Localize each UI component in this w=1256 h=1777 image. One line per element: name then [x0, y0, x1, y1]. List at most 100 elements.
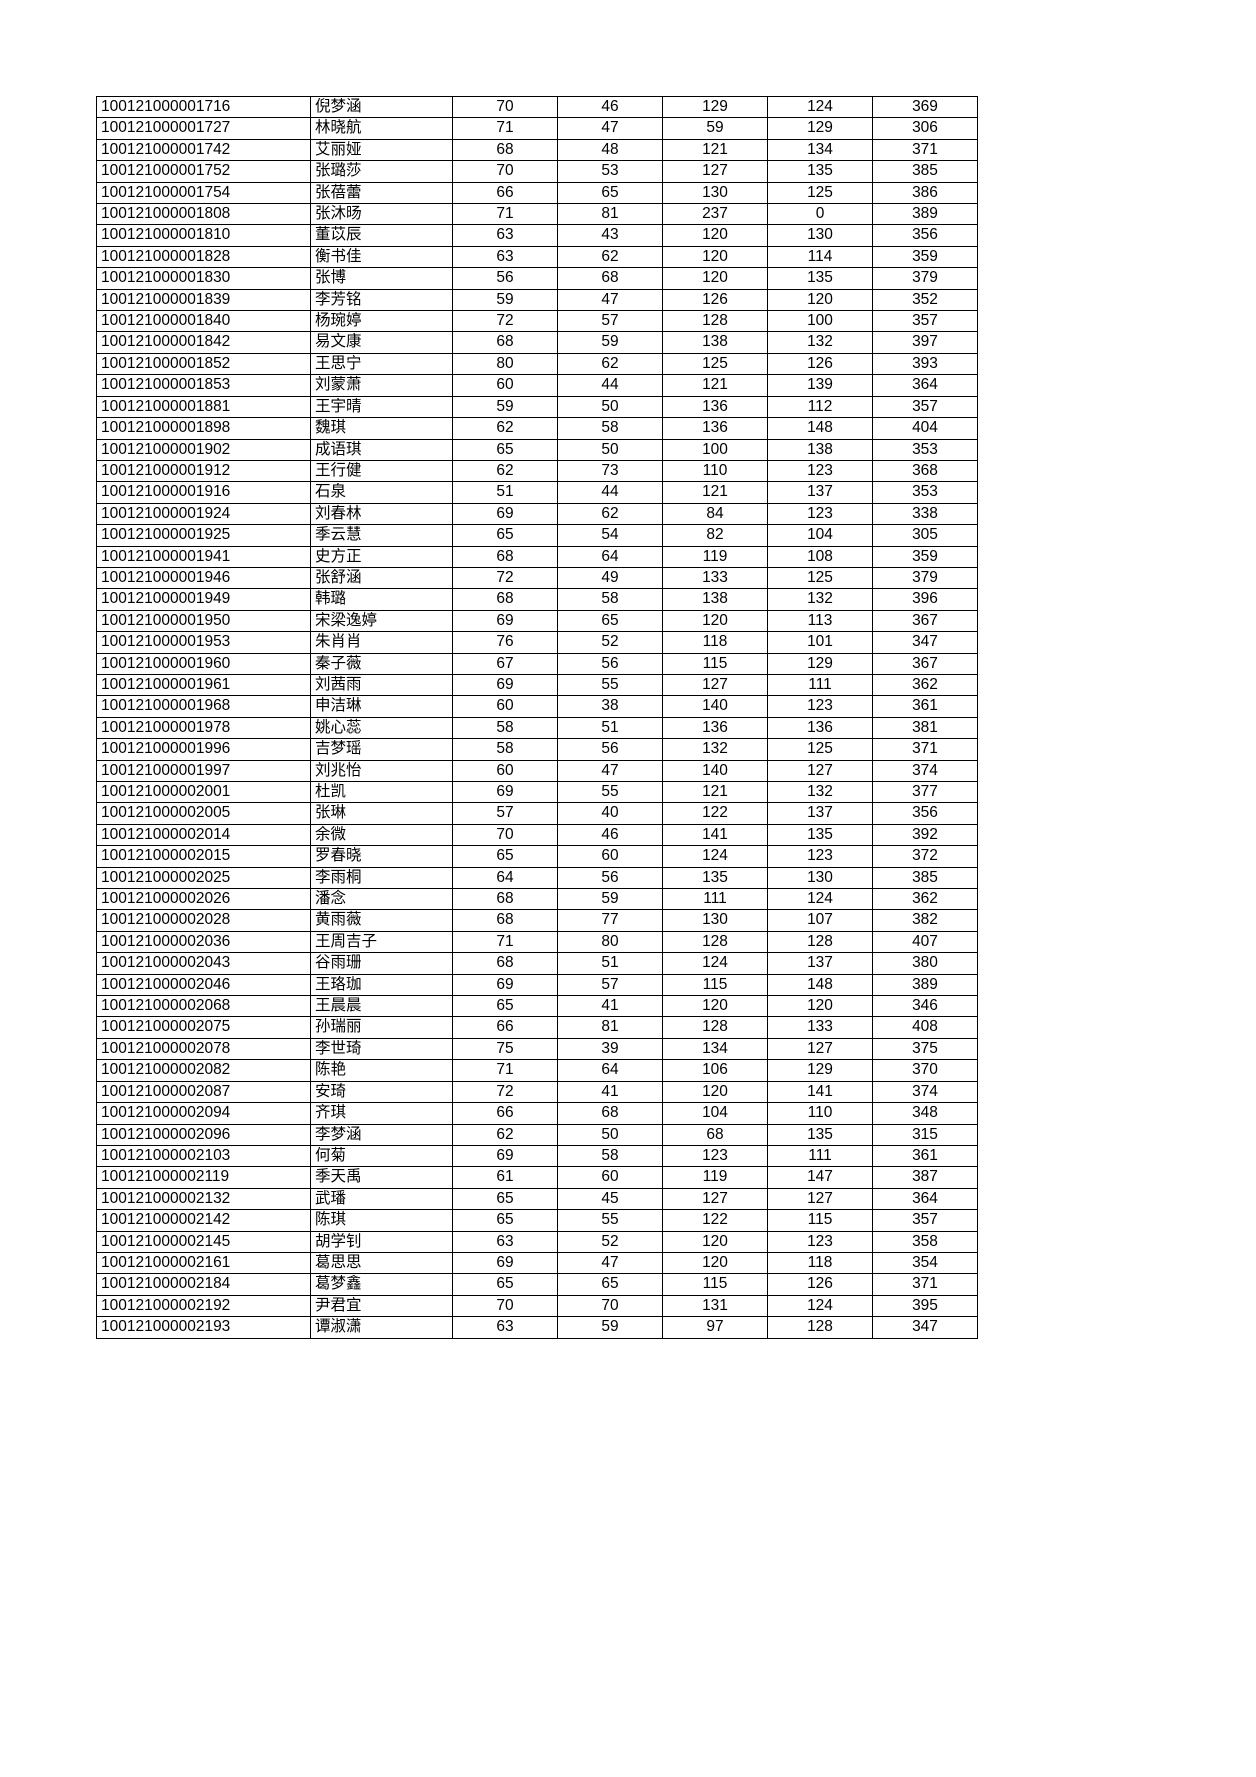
cell-total: 379: [872, 566, 978, 590]
cell-score-1: 69: [452, 673, 558, 697]
cell-candidate-id: 100121000001840: [96, 310, 311, 333]
cell-candidate-id: 100121000002132: [96, 1187, 311, 1211]
cell-score-4: 108: [767, 545, 873, 568]
cell-score-3: 124: [662, 845, 768, 868]
cell-candidate-id: 100121000002119: [96, 1166, 311, 1189]
cell-score-1: 69: [452, 1144, 558, 1168]
cell-score-2: 49: [557, 566, 663, 590]
cell-score-4: 126: [767, 1273, 873, 1296]
cell-name: 刘春林: [310, 502, 453, 526]
cell-name: 刘茜雨: [310, 673, 453, 697]
cell-candidate-id: 100121000001716: [96, 95, 311, 119]
cell-score-1: 76: [452, 631, 558, 654]
cell-score-1: 65: [452, 1273, 558, 1296]
cell-candidate-id: 100121000001839: [96, 288, 311, 312]
table-row: 100121000001898 魏琪 62 58 136 148 404: [96, 417, 978, 440]
cell-name: 张琳: [310, 802, 453, 825]
cell-score-3: 133: [662, 566, 768, 590]
cell-score-3: 115: [662, 652, 768, 675]
table-row: 100121000001953 朱肖肖 76 52 118 101 347: [96, 631, 978, 654]
cell-score-2: 52: [557, 1230, 663, 1253]
table-row: 100121000002036 王周吉子 71 80 128 128 407: [96, 930, 978, 954]
cell-score-3: 68: [662, 1123, 768, 1146]
table-row: 100121000002096 李梦涵 62 50 68 135 315: [96, 1123, 978, 1146]
table-row: 100121000002192 尹君宜 70 70 131 124 395: [96, 1294, 978, 1318]
cell-score-3: 130: [662, 181, 768, 205]
cell-score-4: 137: [767, 952, 873, 975]
cell-score-2: 80: [557, 930, 663, 954]
cell-total: 357: [872, 1209, 978, 1232]
cell-total: 306: [872, 117, 978, 140]
cell-score-3: 130: [662, 909, 768, 932]
table-row: 100121000002119 季天禹 61 60 119 147 387: [96, 1166, 978, 1189]
score-table: 100121000001716 倪梦涵 70 46 129 124 369 100121000…: [96, 95, 978, 1339]
cell-score-2: 56: [557, 866, 663, 890]
table-row: 100121000001949 韩璐 68 58 138 132 396: [96, 588, 978, 611]
cell-score-1: 69: [452, 973, 558, 997]
cell-score-1: 61: [452, 1166, 558, 1189]
cell-candidate-id: 100121000002026: [96, 888, 311, 911]
cell-score-1: 68: [452, 545, 558, 568]
cell-candidate-id: 100121000001996: [96, 738, 311, 761]
cell-total: 359: [872, 545, 978, 568]
cell-score-2: 59: [557, 888, 663, 911]
cell-name: 孙瑞丽: [310, 1016, 453, 1039]
cell-score-1: 69: [452, 780, 558, 804]
table-row: 100121000002082 陈艳 71 64 106 129 370: [96, 1059, 978, 1082]
cell-score-3: 122: [662, 802, 768, 825]
cell-score-3: 111: [662, 888, 768, 911]
cell-score-4: 124: [767, 95, 873, 119]
table-row: 100121000002094 齐琪 66 68 104 110 348: [96, 1102, 978, 1125]
cell-score-4: 129: [767, 652, 873, 675]
cell-score-2: 41: [557, 995, 663, 1018]
cell-score-3: 100: [662, 438, 768, 461]
cell-total: 382: [872, 909, 978, 932]
cell-total: 354: [872, 1251, 978, 1275]
cell-score-4: 101: [767, 631, 873, 654]
cell-score-3: 126: [662, 288, 768, 312]
cell-score-1: 70: [452, 95, 558, 119]
cell-score-4: 123: [767, 459, 873, 483]
cell-score-4: 124: [767, 888, 873, 911]
table-row: 100121000002087 安琦 72 41 120 141 374: [96, 1080, 978, 1104]
cell-score-1: 63: [452, 245, 558, 269]
table-row: 100121000001742 艾丽娅 68 48 121 134 371: [96, 138, 978, 162]
cell-score-2: 62: [557, 245, 663, 269]
cell-score-4: 120: [767, 288, 873, 312]
cell-score-4: 138: [767, 438, 873, 461]
cell-score-3: 141: [662, 823, 768, 847]
cell-total: 357: [872, 310, 978, 333]
cell-candidate-id: 100121000001953: [96, 631, 311, 654]
cell-total: 338: [872, 502, 978, 526]
table-row: 100121000002103 何菊 69 58 123 111 361: [96, 1144, 978, 1168]
table-row: 100121000002068 王晨晨 65 41 120 120 346: [96, 995, 978, 1018]
cell-name: 李雨桐: [310, 866, 453, 890]
cell-score-1: 65: [452, 524, 558, 547]
table-row: 100121000001978 姚心蕊 58 51 136 136 381: [96, 716, 978, 740]
table-row: 100121000002046 王珞珈 69 57 115 148 389: [96, 973, 978, 997]
cell-name: 杨琬婷: [310, 310, 453, 333]
cell-score-1: 62: [452, 1123, 558, 1146]
cell-candidate-id: 100121000002014: [96, 823, 311, 847]
cell-score-2: 58: [557, 1144, 663, 1168]
table-row: 100121000001842 易文康 68 59 138 132 397: [96, 331, 978, 354]
table-row: 100121000002145 胡学钊 63 52 120 123 358: [96, 1230, 978, 1253]
cell-total: 357: [872, 395, 978, 419]
table-row: 100121000001754 张蓓蕾 66 65 130 125 386: [96, 181, 978, 205]
cell-score-4: 135: [767, 1123, 873, 1146]
cell-candidate-id: 100121000001960: [96, 652, 311, 675]
cell-score-4: 111: [767, 673, 873, 697]
cell-candidate-id: 100121000002005: [96, 802, 311, 825]
cell-candidate-id: 100121000001898: [96, 417, 311, 440]
cell-score-2: 65: [557, 1273, 663, 1296]
cell-score-3: 118: [662, 631, 768, 654]
cell-score-1: 68: [452, 888, 558, 911]
cell-candidate-id: 100121000002046: [96, 973, 311, 997]
cell-score-3: 120: [662, 224, 768, 247]
cell-total: 364: [872, 1187, 978, 1211]
cell-score-4: 128: [767, 930, 873, 954]
cell-score-1: 58: [452, 738, 558, 761]
cell-score-3: 121: [662, 374, 768, 397]
cell-candidate-id: 100121000002103: [96, 1144, 311, 1168]
cell-total: 367: [872, 609, 978, 633]
